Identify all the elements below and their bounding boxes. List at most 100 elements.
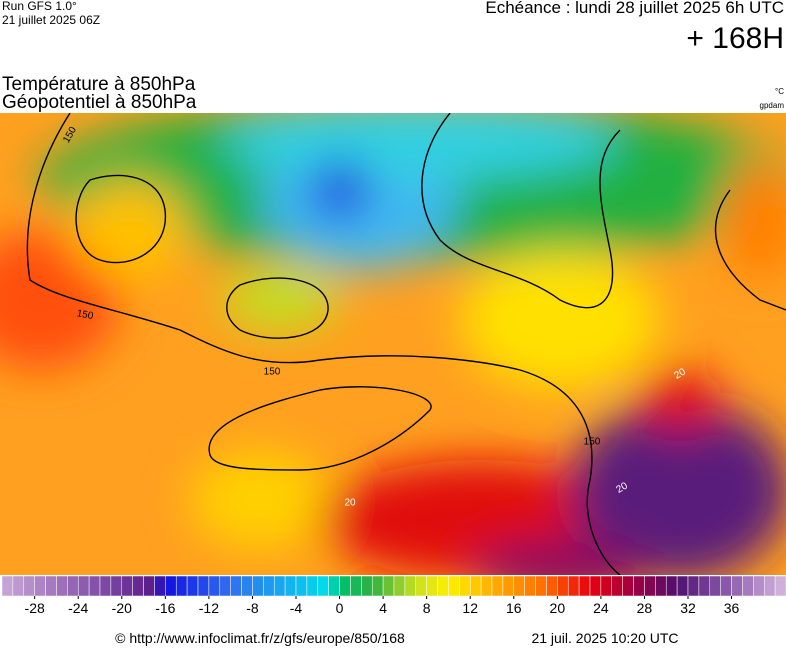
colorbar-cell xyxy=(502,575,515,597)
colorbar-cell xyxy=(306,575,319,597)
colorbar-cell xyxy=(154,575,166,597)
colorbar-cell xyxy=(491,575,504,597)
colorbar-cell xyxy=(567,575,580,597)
colorbar-cell xyxy=(197,575,210,597)
colorbar-cell xyxy=(361,575,373,597)
colorbar-cell xyxy=(284,575,297,597)
colorbar-cell xyxy=(143,575,155,597)
colorbar-tick-label: 4 xyxy=(379,600,387,616)
colorbar-cell xyxy=(731,575,743,597)
valid-time: Echéance : lundi 28 juillet 2025 6h UTC xyxy=(485,0,784,17)
colorbar-cell xyxy=(644,575,656,597)
colorbar-cell xyxy=(175,575,188,597)
colorbar-cell xyxy=(186,575,199,597)
colorbar-tick-label: -20 xyxy=(112,600,132,616)
colorbar-tick-label: 12 xyxy=(462,600,478,616)
colorbar-cell xyxy=(774,575,786,597)
colorbar-cell xyxy=(67,575,79,597)
colorbar-tick-label: -4 xyxy=(290,600,303,616)
colorbar-cell xyxy=(295,575,308,597)
colorbar-cell xyxy=(698,575,711,597)
lead-time: + 168H xyxy=(686,22,784,55)
run-label: Run GFS 1.0° xyxy=(2,0,77,13)
colorbar-cell xyxy=(665,575,678,597)
colorbar-cell xyxy=(263,575,275,597)
colorbar-cell xyxy=(371,575,384,597)
colorbar-cell xyxy=(132,575,144,597)
colorbar-cell xyxy=(110,575,123,597)
colorbar-cell xyxy=(415,575,427,597)
colorbar-cell xyxy=(622,575,634,597)
colorbar-cell xyxy=(524,575,536,597)
colorbar-cell xyxy=(655,575,667,597)
colorbar-tick-label: 20 xyxy=(550,600,566,616)
colorbar-cell xyxy=(339,575,351,597)
contour-label: 150 xyxy=(264,367,281,378)
colorbar-cell xyxy=(709,575,721,597)
colorbar-cell xyxy=(469,575,482,597)
colorbar-cell xyxy=(350,575,362,597)
colorbar-cell xyxy=(56,575,68,597)
unit-geopotential: gpdam xyxy=(760,101,785,110)
colorbar-tick-label: -12 xyxy=(199,600,219,616)
run-date: 21 juillet 2025 06Z xyxy=(2,13,100,27)
colorbar-cell xyxy=(687,575,700,597)
footer-source: © http://www.infoclimat.fr/z/gfs/europe/… xyxy=(115,630,405,646)
colorbar-cell xyxy=(252,575,264,597)
title-geopotential: Géopotentiel à 850hPa xyxy=(2,92,197,113)
colorbar-tick-label: 36 xyxy=(724,600,740,616)
colorbar-tick-label: -24 xyxy=(68,600,88,616)
colorbar-cell xyxy=(600,575,613,597)
colorbar-tick-label: 28 xyxy=(637,600,653,616)
colorbar-cell xyxy=(208,575,221,597)
colorbar-cell xyxy=(459,575,471,597)
footer-created: 21 juil. 2025 10:20 UTC xyxy=(531,630,678,646)
colorbar-cell xyxy=(753,575,765,597)
colorbar-cell xyxy=(273,575,286,597)
colorbar-tick-label: 16 xyxy=(506,600,522,616)
colorbar-cell xyxy=(437,575,449,597)
colorbar-cell xyxy=(317,575,329,597)
colorbar-cell xyxy=(12,575,25,597)
unit-temperature: °C xyxy=(775,87,784,96)
colorbar-cell xyxy=(676,575,689,597)
colorbar-tick-label: -8 xyxy=(246,600,259,616)
temperature-field xyxy=(0,113,786,575)
contour-label: 20 xyxy=(615,480,631,495)
geopotential-contours xyxy=(26,113,786,575)
colorbar-cell xyxy=(589,575,602,597)
colorbar-tick-label: 24 xyxy=(593,600,609,616)
colorbar-tick-label: 32 xyxy=(680,600,696,616)
colorbar-cell xyxy=(23,575,35,597)
colorbar-cell xyxy=(393,575,406,597)
contour-label: 150 xyxy=(76,308,95,322)
colorbar-cell xyxy=(121,575,133,597)
colorbar-cell xyxy=(720,575,732,597)
contour-label: 20 xyxy=(344,498,356,509)
colorbar-cell xyxy=(230,575,242,597)
colorbar-cell xyxy=(611,575,623,597)
title-temperature: Température à 850hPa xyxy=(2,74,196,95)
colorbar-cell xyxy=(99,575,112,597)
colorbar-tick-label: -16 xyxy=(155,600,175,616)
colorbar-cell xyxy=(165,575,177,597)
colorbar-cell xyxy=(513,575,525,597)
colorbar-tick-label: 8 xyxy=(423,600,431,616)
colorbar-cell xyxy=(535,575,547,597)
colorbar-cell xyxy=(426,575,438,597)
colorbar-cell xyxy=(578,575,591,597)
colorbar-cell xyxy=(557,575,569,597)
colorbar-cell xyxy=(77,575,90,597)
colorbar-cell xyxy=(328,575,340,597)
colorbar: -28 -24 -20 -16 -12 -8 -4 0 4 8 12 16 20 24 28 32 36 xyxy=(1,575,786,616)
colorbar-cell xyxy=(546,575,558,597)
contour-label: 150 xyxy=(584,437,601,448)
colorbar-tick-label: 0 xyxy=(336,600,344,616)
contour-label: 20 xyxy=(673,366,689,381)
colorbar-cell xyxy=(448,575,460,597)
colorbar-cell xyxy=(34,575,46,597)
colorbar-cell xyxy=(241,575,253,597)
colorbar-cell xyxy=(404,575,417,597)
colorbar-cell xyxy=(742,575,754,597)
